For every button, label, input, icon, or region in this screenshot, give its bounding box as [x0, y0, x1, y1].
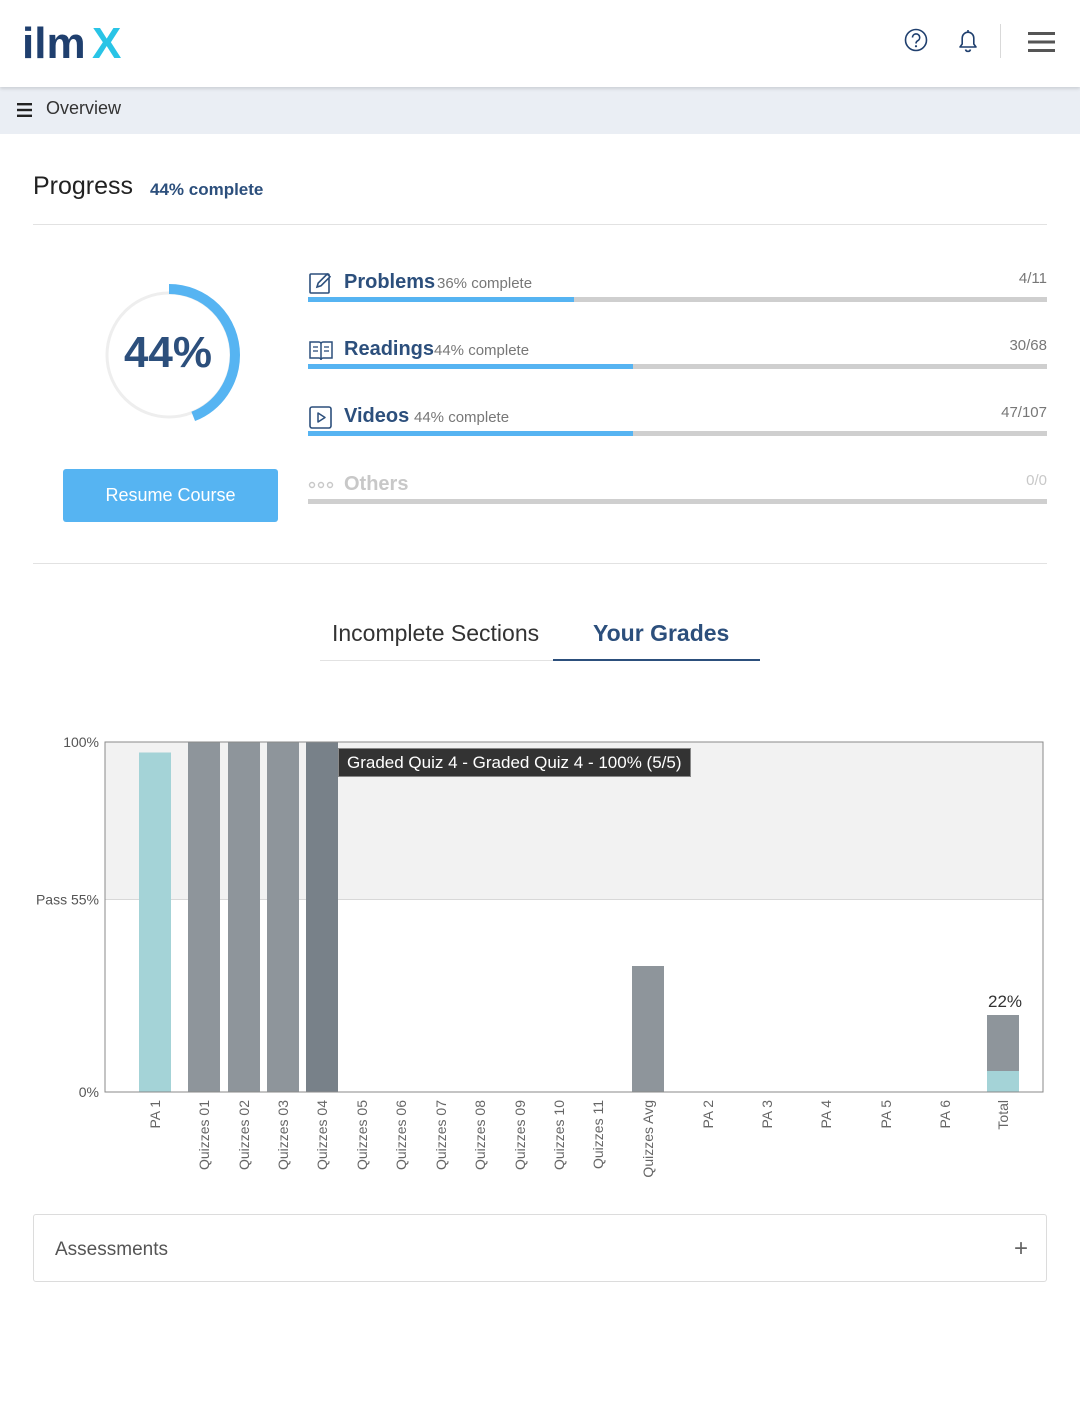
bar-quizzes-avg[interactable]	[632, 966, 664, 1092]
x-tick-label: Quizzes 11	[590, 1100, 606, 1169]
category-count: 0/0	[1026, 472, 1047, 489]
dots-icon	[308, 481, 334, 489]
category-name: Readings	[344, 338, 435, 360]
assessments-accordion[interactable]: Assessments +	[33, 1214, 1047, 1282]
overview-label[interactable]: Overview	[46, 98, 122, 118]
x-tick-label: Quizzes 09	[512, 1100, 528, 1170]
resume-course-button[interactable]: Resume Course	[63, 469, 278, 522]
category-name: Problems	[344, 271, 436, 293]
book-icon	[309, 341, 333, 361]
x-tick-label: PA 4	[818, 1100, 834, 1129]
progress-ring	[100, 284, 240, 426]
play-icon	[309, 406, 332, 429]
x-tick-label: Quizzes Avg	[640, 1100, 656, 1178]
tab-incomplete-sections[interactable]: Incomplete Sections	[332, 620, 540, 646]
help-icon[interactable]	[896, 22, 936, 62]
progress-ring-value: 44%	[123, 328, 213, 377]
category-readings[interactable]: Readings 44% complete 30/68	[308, 337, 1047, 387]
overview-bar[interactable]: Overview	[0, 87, 1080, 134]
category-others[interactable]: Others 0/0	[308, 472, 1047, 522]
x-tick-label: PA 1	[147, 1100, 163, 1129]
category-problems[interactable]: Problems 36% complete 4/11	[308, 270, 1047, 320]
hamburger-icon[interactable]	[17, 102, 33, 118]
total-data-label: 22%	[988, 992, 1022, 1011]
category-name: Others	[344, 473, 409, 495]
progress-title: Progress	[33, 172, 134, 200]
category-name: Videos	[344, 405, 410, 427]
menu-icon[interactable]	[1021, 22, 1061, 62]
x-tick-label: Quizzes 06	[393, 1100, 409, 1170]
category-count: 30/68	[1009, 337, 1047, 354]
x-tick-label: PA 5	[878, 1100, 894, 1129]
svg-text:ilm: ilm	[22, 19, 86, 66]
active-tab-indicator	[553, 659, 760, 661]
bar-pa-1[interactable]	[139, 752, 171, 1093]
x-tick-label: Quizzes 01	[196, 1100, 212, 1170]
progress-fill	[308, 297, 575, 302]
tabs-baseline	[320, 660, 760, 661]
x-tick-label: Quizzes 03	[275, 1100, 291, 1170]
x-tick-label: PA 6	[937, 1100, 953, 1129]
category-count: 4/11	[1018, 270, 1047, 287]
progress-track	[308, 431, 1047, 436]
progress-track	[308, 499, 1047, 504]
category-percent: 36% complete	[437, 275, 533, 292]
plus-icon[interactable]: +	[1013, 1235, 1028, 1262]
progress-fill	[308, 364, 634, 369]
bar-quizzes-04[interactable]	[306, 742, 338, 1092]
x-tick-label: Quizzes 10	[551, 1100, 567, 1170]
x-tick-label: Quizzes 05	[354, 1100, 370, 1170]
progress-track	[308, 297, 1047, 302]
ilmx-logo[interactable]: ilm X	[22, 18, 132, 66]
bar-total-pa[interactable]	[987, 1071, 1019, 1092]
divider	[33, 224, 1047, 225]
category-percent: 44% complete	[414, 409, 510, 426]
x-tick-label: Quizzes 04	[314, 1100, 330, 1170]
bar-quizzes-03[interactable]	[267, 742, 299, 1092]
edit-icon	[309, 272, 332, 294]
progress-percent: 44% complete	[150, 180, 264, 199]
bar-total-quizzes[interactable]	[987, 1015, 1019, 1071]
bell-icon[interactable]	[948, 22, 988, 62]
tab-your-grades[interactable]: Your Grades	[593, 620, 730, 646]
y-tick-label: Pass 55%	[36, 892, 99, 908]
plot-frame	[104, 741, 1044, 1093]
divider	[33, 563, 1047, 564]
category-count: 47/107	[1001, 404, 1047, 421]
y-tick-label: 0%	[79, 1084, 99, 1100]
y-tick-label: 100%	[63, 734, 99, 750]
top-navbar: ilm X	[0, 0, 1080, 87]
bar-quizzes-02[interactable]	[228, 742, 260, 1092]
category-videos[interactable]: Videos 44% complete 47/107	[308, 404, 1047, 454]
grades-chart: 0% Pass 55% 100% PA 1 Quizzes 01 Quizzes 02 Q…	[36, 734, 1044, 1178]
x-tick-label: Total	[995, 1100, 1011, 1130]
x-tick-label: Quizzes 08	[472, 1100, 488, 1170]
bar-quizzes-01[interactable]	[188, 742, 220, 1092]
x-tick-label: PA 3	[759, 1100, 775, 1129]
x-tick-label: Quizzes 07	[433, 1100, 449, 1170]
grade-tooltip: Graded Quiz 4 - Graded Quiz 4 - 100% (5/…	[338, 748, 691, 777]
header-divider	[1000, 24, 1001, 58]
progress-track	[308, 364, 1047, 369]
category-percent: 44% complete	[434, 342, 530, 359]
progress-fill	[308, 431, 634, 436]
svg-text:X: X	[92, 19, 121, 66]
x-tick-label: Quizzes 02	[236, 1100, 252, 1170]
x-tick-label: PA 2	[700, 1100, 716, 1129]
assessments-label: Assessments	[55, 1239, 168, 1260]
